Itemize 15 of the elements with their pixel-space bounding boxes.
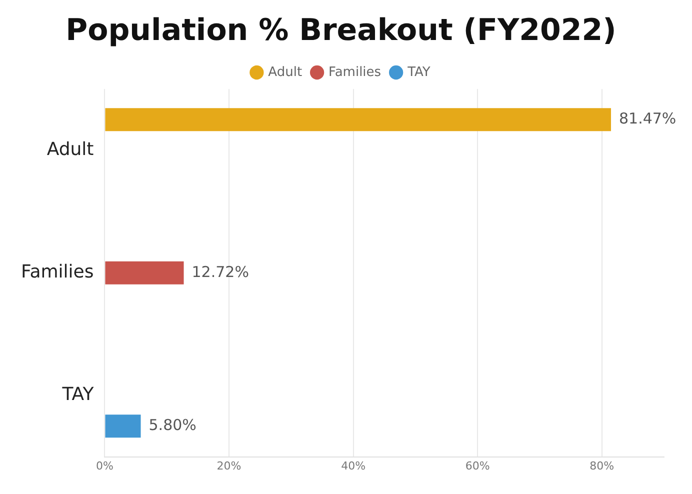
data-label: 5.80% bbox=[148, 416, 196, 434]
y-tick-label: Families bbox=[20, 262, 94, 283]
x-tick-label: 80% bbox=[590, 459, 614, 472]
x-tick-label: 60% bbox=[465, 459, 490, 472]
data-label: 12.72% bbox=[192, 262, 249, 281]
y-tick-label: Adult bbox=[46, 138, 94, 160]
legend-label: Adult bbox=[268, 64, 302, 80]
x-tick-label: 20% bbox=[216, 459, 242, 472]
chart-title: Population % Breakout (FY2022) bbox=[66, 12, 616, 48]
data-label: 81.47% bbox=[618, 110, 676, 128]
x-tick-label: 0% bbox=[96, 459, 114, 472]
legend-label: Families bbox=[328, 64, 382, 80]
legend-label: TAY bbox=[406, 64, 430, 80]
y-tick-label: TAY bbox=[61, 384, 95, 406]
x-tick-label: 40% bbox=[341, 459, 366, 472]
